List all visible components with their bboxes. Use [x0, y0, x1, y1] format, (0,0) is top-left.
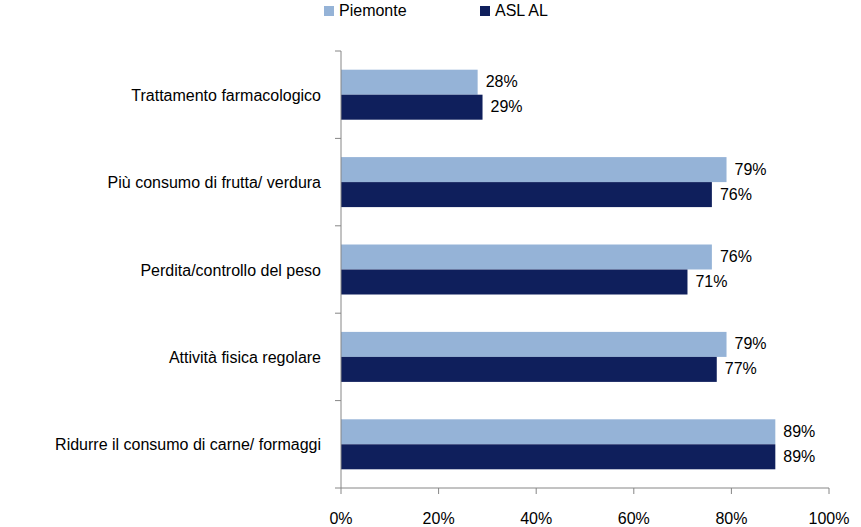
data-label: 89%: [783, 448, 815, 465]
category-label: Attività fisica regolare: [169, 349, 321, 366]
bar: [341, 270, 687, 295]
bar: [341, 157, 727, 182]
data-label: 71%: [695, 273, 727, 290]
bar: [341, 332, 727, 357]
data-label: 76%: [720, 186, 752, 203]
data-label: 76%: [720, 248, 752, 265]
x-tick-label: 80%: [715, 510, 747, 527]
legend-swatch: [324, 6, 334, 16]
x-tick: [536, 488, 537, 494]
y-tick: [335, 313, 341, 314]
x-axis: [341, 488, 829, 489]
bar: [341, 419, 775, 444]
y-tick: [335, 488, 341, 489]
x-tick: [438, 488, 439, 494]
data-label: 77%: [725, 360, 757, 377]
category-label: Ridurre il consumo di carne/ formaggi: [55, 436, 321, 453]
y-tick: [335, 51, 341, 52]
bar: [341, 444, 775, 469]
y-tick: [335, 400, 341, 401]
bars: [341, 70, 775, 470]
bar: [341, 245, 712, 270]
bar: [341, 357, 717, 382]
x-tick: [829, 488, 830, 494]
data-label: 89%: [783, 423, 815, 440]
x-tick: [731, 488, 732, 494]
x-tick: [633, 488, 634, 494]
legend-swatch: [480, 6, 490, 16]
bar: [341, 182, 712, 207]
labels: 28% 79% 76% 79% 89% 29% 76% 71% 77% 89%: [486, 73, 816, 465]
y-tick: [335, 225, 341, 226]
category-label: Più consumo di frutta/ verdura: [108, 174, 322, 191]
bar: [341, 95, 483, 120]
bar: [341, 70, 478, 95]
category-label: Trattamento farmacologico: [131, 87, 321, 104]
chart: 28% 79% 76% 79% 89% 29% 76% 71% 77% 89% Trattament…: [0, 0, 861, 527]
y-tick: [335, 138, 341, 139]
x-tick-label: 100%: [809, 510, 850, 527]
data-label: 28%: [486, 73, 518, 90]
data-label: 79%: [735, 335, 767, 352]
x-tick: [341, 488, 342, 494]
category-label: Perdita/controllo del peso: [140, 262, 321, 279]
x-tick-label: 40%: [520, 510, 552, 527]
x-tick-label: 0%: [329, 510, 352, 527]
y-axis: [341, 51, 342, 488]
data-label: 79%: [735, 161, 767, 178]
legend-label: Piemonte: [339, 2, 407, 19]
x-tick-label: 60%: [618, 510, 650, 527]
x-tick-label: 20%: [423, 510, 455, 527]
legend-label: ASL AL: [495, 2, 548, 19]
data-label: 29%: [491, 98, 523, 115]
